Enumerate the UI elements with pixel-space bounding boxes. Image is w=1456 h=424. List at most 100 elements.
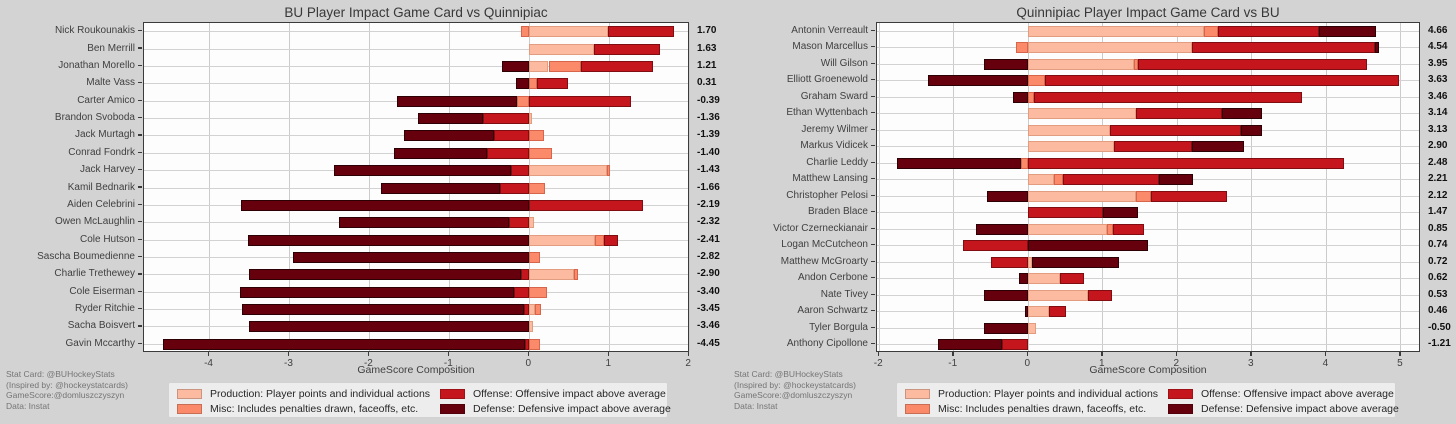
- production-bar-segment: [1028, 223, 1107, 235]
- chart-title-quinnipiac: Quinnipiac Player Impact Game Card vs BU: [1016, 5, 1280, 20]
- x-gridline: [1400, 23, 1402, 351]
- production-bar-segment: [1028, 174, 1055, 186]
- offense-swatch-icon: [440, 389, 465, 399]
- gamescore-total-label: -1.66: [697, 181, 720, 193]
- production-bar-segment: [1028, 25, 1205, 37]
- legend-label: Offense: Offensive impact above average: [473, 388, 666, 400]
- player-name-label: Aiden Celebrini: [67, 198, 135, 210]
- legend-bu: Production: Player points and individual…: [168, 382, 671, 418]
- production-bar-segment: [529, 26, 608, 38]
- x-gridline: [368, 23, 370, 351]
- x-tick-mark: [447, 352, 450, 356]
- footnote-line: Data: Instat: [6, 400, 50, 411]
- defense-bar-segment: [339, 217, 510, 229]
- player-name-label: Brandon Svoboda: [54, 112, 135, 124]
- misc-bar-segment: [529, 286, 547, 298]
- footnote-credits-quinnipiac: Stat Card: @BUHockeyStats (Inspired by: …: [734, 369, 856, 411]
- footnote-line: Stat Card: @BUHockeyStats: [6, 369, 115, 379]
- gamescore-total-label: 3.95: [1428, 57, 1448, 69]
- misc-bar-segment: [1028, 91, 1035, 103]
- player-name-label: Carter Amico: [77, 94, 135, 106]
- y-gridline: [877, 327, 1419, 329]
- x-tick-mark: [1399, 352, 1401, 356]
- misc-bar-segment: [529, 182, 545, 194]
- misc-swatch-icon: [905, 404, 930, 414]
- player-name-label: Cole Hutson: [79, 233, 135, 245]
- player-name-label: Ryder Ritchie: [74, 303, 135, 315]
- x-tick-mark: [877, 352, 880, 356]
- offense-bar-segment: [1062, 174, 1160, 186]
- y-tick-mark: [138, 273, 142, 275]
- player-name-label: Elliott Groenewold: [786, 74, 868, 86]
- offense-bar-segment: [594, 43, 660, 55]
- player-name-label: Nate Tivey: [820, 288, 868, 300]
- y-tick-mark: [871, 293, 875, 295]
- gamescore-total-label: 2.90: [1428, 140, 1448, 152]
- offense-bar-segment: [1028, 207, 1103, 219]
- offense-bar-segment: [963, 240, 1029, 252]
- y-tick-mark: [138, 203, 142, 206]
- footnote-credits-bu: Stat Card: @BUHockeyStats (Inspired by: …: [6, 369, 128, 411]
- y-tick-mark: [871, 145, 875, 147]
- gamescore-total-label: 3.13: [1428, 123, 1448, 135]
- x-tick-label: -2: [873, 358, 883, 369]
- y-tick-mark: [871, 244, 875, 246]
- player-name-label: Tyler Borgula: [809, 321, 868, 333]
- footnote-line: GameScore:@domluszczyszyn: [734, 390, 853, 400]
- misc-bar-segment: [534, 304, 542, 316]
- y-tick-mark: [138, 134, 142, 136]
- x-tick-label: -3: [284, 358, 293, 369]
- player-name-label: Matthew McGroarty: [780, 255, 868, 267]
- y-gridline: [877, 261, 1419, 263]
- defense-bar-segment: [241, 304, 524, 316]
- footnote-line: (Inspired by: @hockeystatcards): [6, 379, 129, 390]
- footnote-line: Data: Instat: [734, 400, 778, 411]
- legend-label: Offense: Offensive impact above average: [1201, 388, 1394, 400]
- y-tick-mark: [138, 255, 142, 258]
- y-tick-mark: [871, 46, 875, 48]
- offense-bar-segment: [1113, 223, 1144, 235]
- defense-bar-segment: [938, 339, 1003, 351]
- x-gridline: [688, 23, 690, 351]
- gamescore-total-label: 0.31: [697, 77, 717, 89]
- x-tick-label: 0: [1024, 358, 1031, 369]
- x-tick-label: 0: [525, 358, 532, 369]
- defense-bar-segment: [239, 286, 515, 298]
- gamescore-total-label: -2.82: [697, 250, 720, 262]
- gamescore-total-label: -1.43: [697, 164, 720, 176]
- gamescore-total-label: 2.48: [1428, 156, 1448, 168]
- misc-bar-segment: [1015, 42, 1029, 54]
- production-bar-segment: [1028, 273, 1060, 285]
- y-tick-mark: [138, 64, 142, 67]
- gamescore-total-label: 3.46: [1428, 90, 1448, 102]
- production-bar-segment: [529, 60, 549, 72]
- offense-bar-segment: [486, 147, 530, 159]
- misc-bar-segment: [574, 269, 579, 281]
- y-tick-mark: [871, 277, 875, 279]
- defense-swatch-icon: [440, 404, 465, 414]
- gamescore-total-label: 3.63: [1428, 74, 1448, 86]
- y-tick-mark: [871, 178, 875, 180]
- y-gridline: [877, 294, 1419, 296]
- defense-bar-segment: [394, 147, 487, 159]
- defense-bar-segment: [897, 157, 1021, 169]
- offense-swatch-icon: [1168, 389, 1193, 399]
- x-tick-label: 2: [1173, 358, 1180, 369]
- offense-bar-segment: [520, 269, 530, 281]
- offense-bar-segment: [1192, 42, 1375, 54]
- y-tick-mark: [138, 325, 142, 327]
- y-tick-mark: [871, 260, 875, 262]
- gamescore-total-label: -2.19: [697, 198, 720, 210]
- defense-bar-segment: [1159, 174, 1193, 186]
- x-tick-mark: [287, 352, 290, 356]
- x-tick-label: 1: [1099, 358, 1105, 369]
- y-tick-mark: [871, 62, 875, 64]
- production-bar-segment: [1028, 42, 1193, 54]
- misc-bar-segment: [1134, 58, 1138, 70]
- offense-bar-segment: [603, 234, 619, 246]
- production-bar-segment: [1028, 306, 1050, 318]
- offense-bar-segment: [1002, 339, 1029, 351]
- defense-bar-segment: [334, 165, 511, 177]
- x-gridline: [953, 23, 955, 351]
- defense-bar-segment: [1192, 141, 1245, 153]
